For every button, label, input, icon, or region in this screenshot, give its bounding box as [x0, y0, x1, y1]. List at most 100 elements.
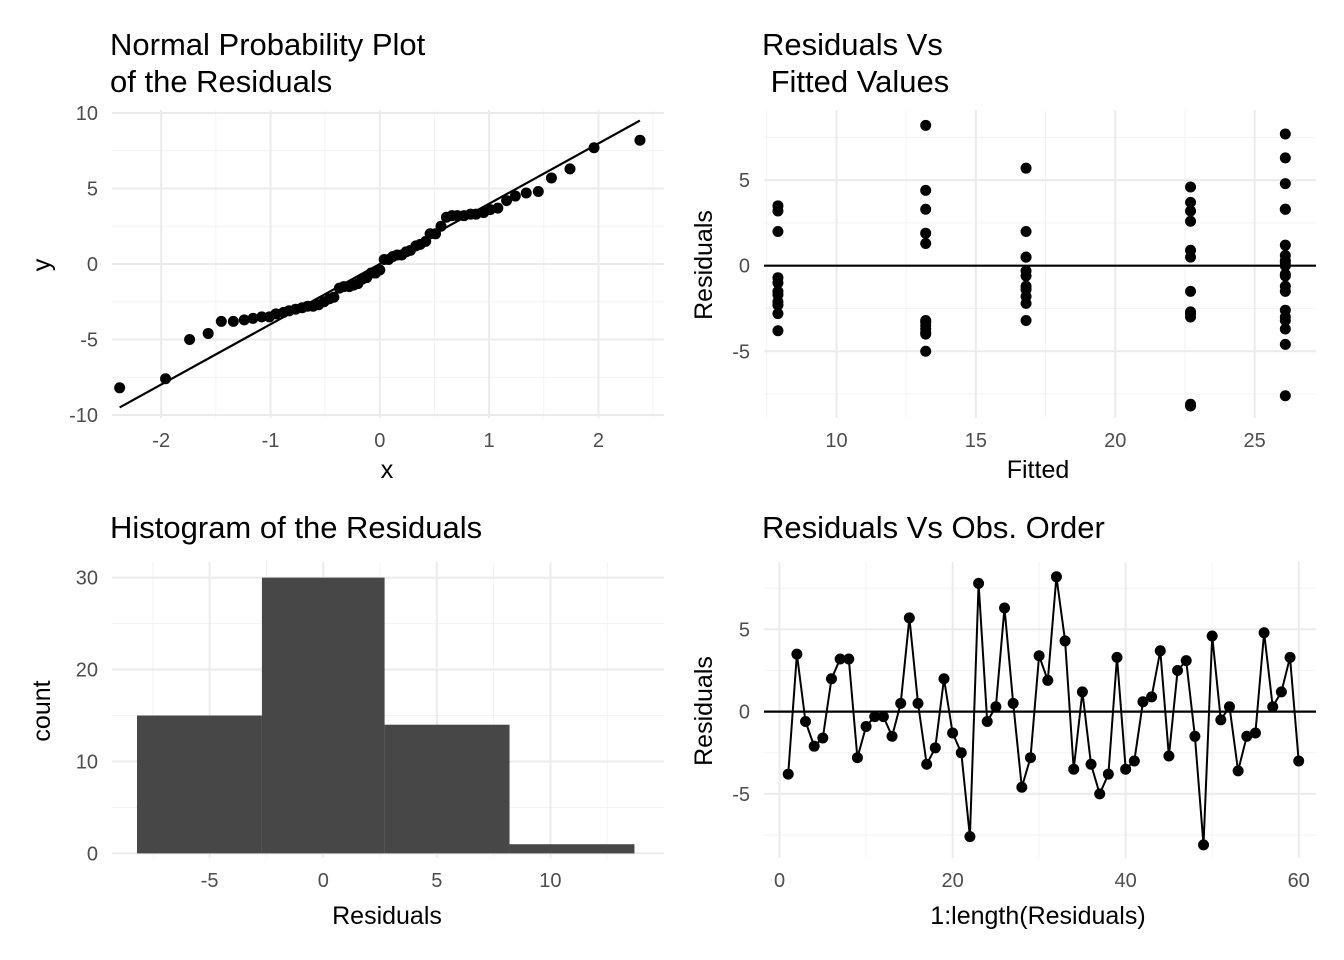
histogram-x-axis-title: Residuals: [332, 902, 442, 930]
order-point: [1267, 701, 1279, 713]
fitted-point: [920, 119, 932, 131]
qq-point: [238, 314, 250, 326]
fitted-point: [772, 308, 784, 320]
order-point: [1293, 755, 1305, 767]
order-point: [1258, 627, 1270, 639]
fitted-y-tick-label: 0: [739, 256, 750, 278]
order-point: [860, 720, 872, 732]
order-point: [1007, 697, 1019, 709]
order-x-tick-label: 60: [1288, 870, 1310, 892]
histogram-y-tick-label: 20: [76, 660, 98, 682]
fitted-point: [920, 184, 932, 196]
order-point: [895, 697, 907, 709]
order-point: [1284, 651, 1296, 663]
order-point: [1249, 727, 1261, 739]
fitted-x-tick-label: 25: [1244, 430, 1266, 452]
fitted-plot-area: 10 15 20 25 -5 0 5: [732, 110, 1316, 452]
order-point: [1033, 650, 1045, 662]
fitted-point: [1185, 196, 1197, 208]
order-point: [912, 697, 924, 709]
order-point: [1172, 665, 1184, 677]
qq-point: [634, 134, 646, 146]
fitted-point: [1279, 239, 1291, 251]
histogram-bar: [136, 715, 262, 854]
fitted-point: [1185, 251, 1197, 263]
fitted-point: [1020, 162, 1032, 174]
qq-point: [328, 291, 340, 303]
fitted-point: [1279, 128, 1291, 140]
fitted-y-tick-label: -5: [732, 341, 750, 363]
fitted-point: [1279, 285, 1291, 297]
order-title: Residuals Vs Obs. Order: [762, 510, 1105, 545]
order-point: [1223, 701, 1235, 713]
fitted-point: [772, 299, 784, 311]
qq-point: [215, 315, 227, 327]
order-point: [1241, 730, 1253, 742]
qq-x-tick-label: -1: [262, 430, 280, 452]
order-point: [1059, 635, 1071, 647]
order-point: [1024, 752, 1036, 764]
fitted-point: [772, 325, 784, 337]
qq-point: [202, 327, 214, 339]
order-y-tick-label: 0: [739, 702, 750, 724]
qq-title-line-1: Normal Probability Plot: [110, 27, 426, 62]
qq-title-line-2: of the Residuals: [110, 64, 332, 99]
histogram-bar: [261, 577, 385, 854]
order-point: [782, 768, 794, 780]
order-point: [1128, 755, 1140, 767]
order-point: [1180, 655, 1192, 667]
qq-y-tick-label: -5: [80, 329, 98, 351]
fitted-marks: [764, 119, 1316, 412]
histogram-y-tick-label: 0: [87, 843, 98, 865]
histogram-marks: [136, 577, 635, 854]
order-point: [1154, 645, 1166, 657]
order-point: [981, 716, 993, 728]
fitted-point: [1020, 225, 1032, 237]
qq-y-axis-title: y: [28, 258, 56, 271]
qq-point: [114, 382, 126, 394]
qq-point: [430, 228, 442, 240]
histogram-x-tick-label: 10: [539, 870, 561, 892]
qq-point: [532, 186, 544, 198]
order-point: [1050, 571, 1062, 583]
qq-point: [227, 315, 239, 327]
qq-y-tick-label: 5: [87, 179, 98, 201]
fitted-point: [1185, 215, 1197, 227]
qq-point: [492, 202, 504, 214]
order-marks: [764, 571, 1316, 851]
qq-point: [160, 373, 172, 385]
order-point: [1163, 750, 1175, 762]
fitted-point: [1279, 178, 1291, 190]
qq-reference-line: [119, 119, 641, 409]
qq-marks: [114, 119, 646, 409]
fitted-point: [1185, 311, 1197, 323]
fitted-title-line-1: Residuals Vs: [762, 27, 943, 62]
fitted-point: [1279, 338, 1291, 350]
fitted-x-tick-label: 15: [965, 430, 987, 452]
order-point: [964, 831, 976, 843]
order-y-axis-title: Residuals: [690, 656, 718, 766]
histogram-bar: [509, 844, 635, 854]
order-point: [1120, 763, 1132, 775]
fitted-point: [920, 345, 932, 357]
order-point: [1232, 765, 1244, 777]
order-x-tick-label: 20: [941, 870, 963, 892]
qq-x-tick-label: 2: [593, 430, 604, 452]
qq-point: [564, 163, 576, 175]
order-point: [1206, 630, 1218, 642]
normal-probability-panel: Normal Probability Plot of the Residuals…: [28, 27, 664, 484]
fitted-point: [920, 203, 932, 215]
fitted-point: [1185, 181, 1197, 193]
order-point: [843, 653, 855, 665]
qq-point: [545, 172, 557, 184]
qq-y-tick-label: 10: [76, 103, 98, 125]
fitted-point: [1020, 314, 1032, 326]
order-point: [1146, 691, 1158, 703]
histogram-panel: Histogram of the Residuals -5 0 5 10 0 10 20 30…: [28, 510, 664, 930]
order-point: [834, 653, 846, 665]
fitted-point: [920, 227, 932, 239]
order-point: [1042, 674, 1054, 686]
qq-point: [588, 142, 600, 154]
order-point: [990, 701, 1002, 713]
fitted-title-line-2: Fitted Values: [762, 64, 949, 99]
